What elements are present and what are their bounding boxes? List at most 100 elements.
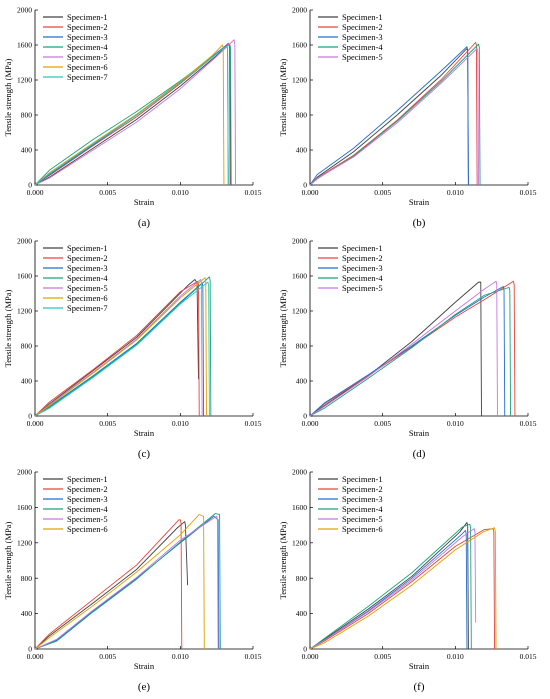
y-tick-label: 2000 xyxy=(17,237,32,246)
x-tick-label: 0.005 xyxy=(374,188,391,197)
y-axis-title: Tensile strength (MPa) xyxy=(278,58,288,136)
y-tick-label: 1600 xyxy=(292,41,307,50)
legend-entry: Specimen-2 xyxy=(67,253,108,263)
y-tick-label: 1600 xyxy=(17,503,32,512)
legend-entry: Specimen-5 xyxy=(342,52,383,62)
x-tick-label: 0.005 xyxy=(99,419,116,428)
x-tick-label: 0.000 xyxy=(27,188,44,197)
y-tick-label: 1200 xyxy=(17,76,32,85)
series-line-specimen-6 xyxy=(309,527,497,650)
y-tick-label: 0 xyxy=(28,412,32,421)
x-tick-label: 0.010 xyxy=(447,419,464,428)
series-line-specimen-5 xyxy=(34,279,203,417)
x-tick-label: 0.000 xyxy=(302,652,319,661)
x-axis-title: Strain xyxy=(409,197,430,207)
y-tick-label: 1200 xyxy=(17,307,32,316)
legend-entry: Specimen-5 xyxy=(342,283,383,293)
x-tick-label: 0.015 xyxy=(245,652,262,661)
legend-entry: Specimen-2 xyxy=(342,253,383,263)
series-line-specimen-2 xyxy=(34,280,200,417)
legend-entry: Specimen-1 xyxy=(342,474,383,484)
series-line-specimen-4 xyxy=(309,286,512,417)
y-tick-label: 2000 xyxy=(17,468,32,477)
y-tick-label: 1600 xyxy=(17,272,32,281)
series-line-specimen-5 xyxy=(309,48,480,186)
series-line-specimen-2 xyxy=(34,42,231,186)
y-tick-label: 400 xyxy=(21,377,33,386)
panel-caption: (b) xyxy=(413,217,426,229)
y-axis-title: Tensile strength (MPa) xyxy=(278,521,288,599)
x-axis-title: Strain xyxy=(134,197,155,207)
legend-entry: Specimen-1 xyxy=(67,12,108,22)
series-line-specimen-6 xyxy=(34,44,225,186)
x-tick-label: 0.015 xyxy=(520,419,537,428)
y-tick-label: 800 xyxy=(21,574,33,583)
legend-entry: Specimen-3 xyxy=(67,263,108,273)
series-line-specimen-3 xyxy=(34,515,220,650)
y-tick-label: 800 xyxy=(21,111,33,120)
series-line-specimen-6 xyxy=(34,277,207,417)
y-tick-label: 800 xyxy=(296,342,308,351)
y-axis-title: Tensile strength (MPa) xyxy=(3,521,13,599)
legend-entry: Specimen-1 xyxy=(67,474,108,484)
series-line-specimen-2 xyxy=(309,280,516,417)
series-line-specimen-3 xyxy=(309,529,468,650)
panel-caption: (f) xyxy=(414,681,425,693)
chart-panel-c: 0 400 800 1200 1600 2000 0.000 0.005 0.010 0.015 S… xyxy=(3,237,262,460)
series-line-specimen-7 xyxy=(34,281,210,417)
y-tick-label: 0 xyxy=(28,645,32,654)
legend-entry: Specimen-3 xyxy=(342,32,383,42)
series-line-specimen-2 xyxy=(34,519,183,650)
x-tick-label: 0.015 xyxy=(520,652,537,661)
panel-caption: (e) xyxy=(138,681,151,693)
y-tick-label: 1200 xyxy=(17,538,32,547)
x-tick-label: 0.000 xyxy=(302,419,319,428)
y-tick-label: 2000 xyxy=(17,6,32,15)
series-line-specimen-4 xyxy=(34,513,221,650)
x-tick-label: 0.015 xyxy=(520,188,537,197)
legend-entry: Specimen-4 xyxy=(67,42,108,52)
legend-entry: Specimen-4 xyxy=(67,504,108,514)
series-line-specimen-5 xyxy=(309,528,477,650)
legend-entry: Specimen-5 xyxy=(342,514,383,524)
legend-entry: Specimen-3 xyxy=(342,494,383,504)
series-line-specimen-2 xyxy=(309,528,496,650)
legend-entry: Specimen-1 xyxy=(342,243,383,253)
y-tick-label: 0 xyxy=(303,645,307,654)
panel-caption: (d) xyxy=(413,448,426,460)
legend-entry: Specimen-6 xyxy=(67,293,108,303)
series-line-specimen-1 xyxy=(309,522,469,650)
legend-entry: Specimen-4 xyxy=(342,504,383,514)
panel-caption: (a) xyxy=(138,217,151,229)
x-axis-title: Strain xyxy=(134,428,155,438)
y-tick-label: 1200 xyxy=(292,76,307,85)
legend-entry: Specimen-3 xyxy=(67,494,108,504)
y-tick-label: 400 xyxy=(296,377,308,386)
panel-caption: (c) xyxy=(138,448,151,460)
y-axis-title: Tensile strength (MPa) xyxy=(3,289,13,367)
series-line-specimen-4 xyxy=(34,43,232,186)
x-tick-label: 0.000 xyxy=(27,419,44,428)
legend-entry: Specimen-7 xyxy=(67,303,108,313)
series-line-specimen-3 xyxy=(309,46,469,186)
y-tick-label: 400 xyxy=(21,146,33,155)
chart-panel-e: 0 400 800 1200 1600 2000 0.000 0.005 0.010 0.015 S… xyxy=(3,468,262,693)
y-tick-label: 400 xyxy=(21,609,33,618)
y-tick-label: 0 xyxy=(28,181,32,190)
series-line-specimen-1 xyxy=(34,521,189,650)
y-tick-label: 400 xyxy=(296,609,308,618)
chart-panel-d: 0 400 800 1200 1600 2000 0.000 0.005 0.010 0.015 S… xyxy=(278,237,537,460)
legend-entry: Specimen-4 xyxy=(67,273,108,283)
y-tick-label: 800 xyxy=(296,574,308,583)
x-tick-label: 0.010 xyxy=(172,419,189,428)
y-tick-label: 1600 xyxy=(292,272,307,281)
legend-entry: Specimen-2 xyxy=(67,484,108,494)
legend-entry: Specimen-5 xyxy=(67,283,108,293)
legend-entry: Specimen-6 xyxy=(67,524,108,534)
y-tick-label: 2000 xyxy=(292,6,307,15)
legend-entry: Specimen-1 xyxy=(342,12,383,22)
series-line-specimen-6 xyxy=(34,514,205,650)
x-tick-label: 0.005 xyxy=(374,652,391,661)
legend-entry: Specimen-3 xyxy=(67,32,108,42)
